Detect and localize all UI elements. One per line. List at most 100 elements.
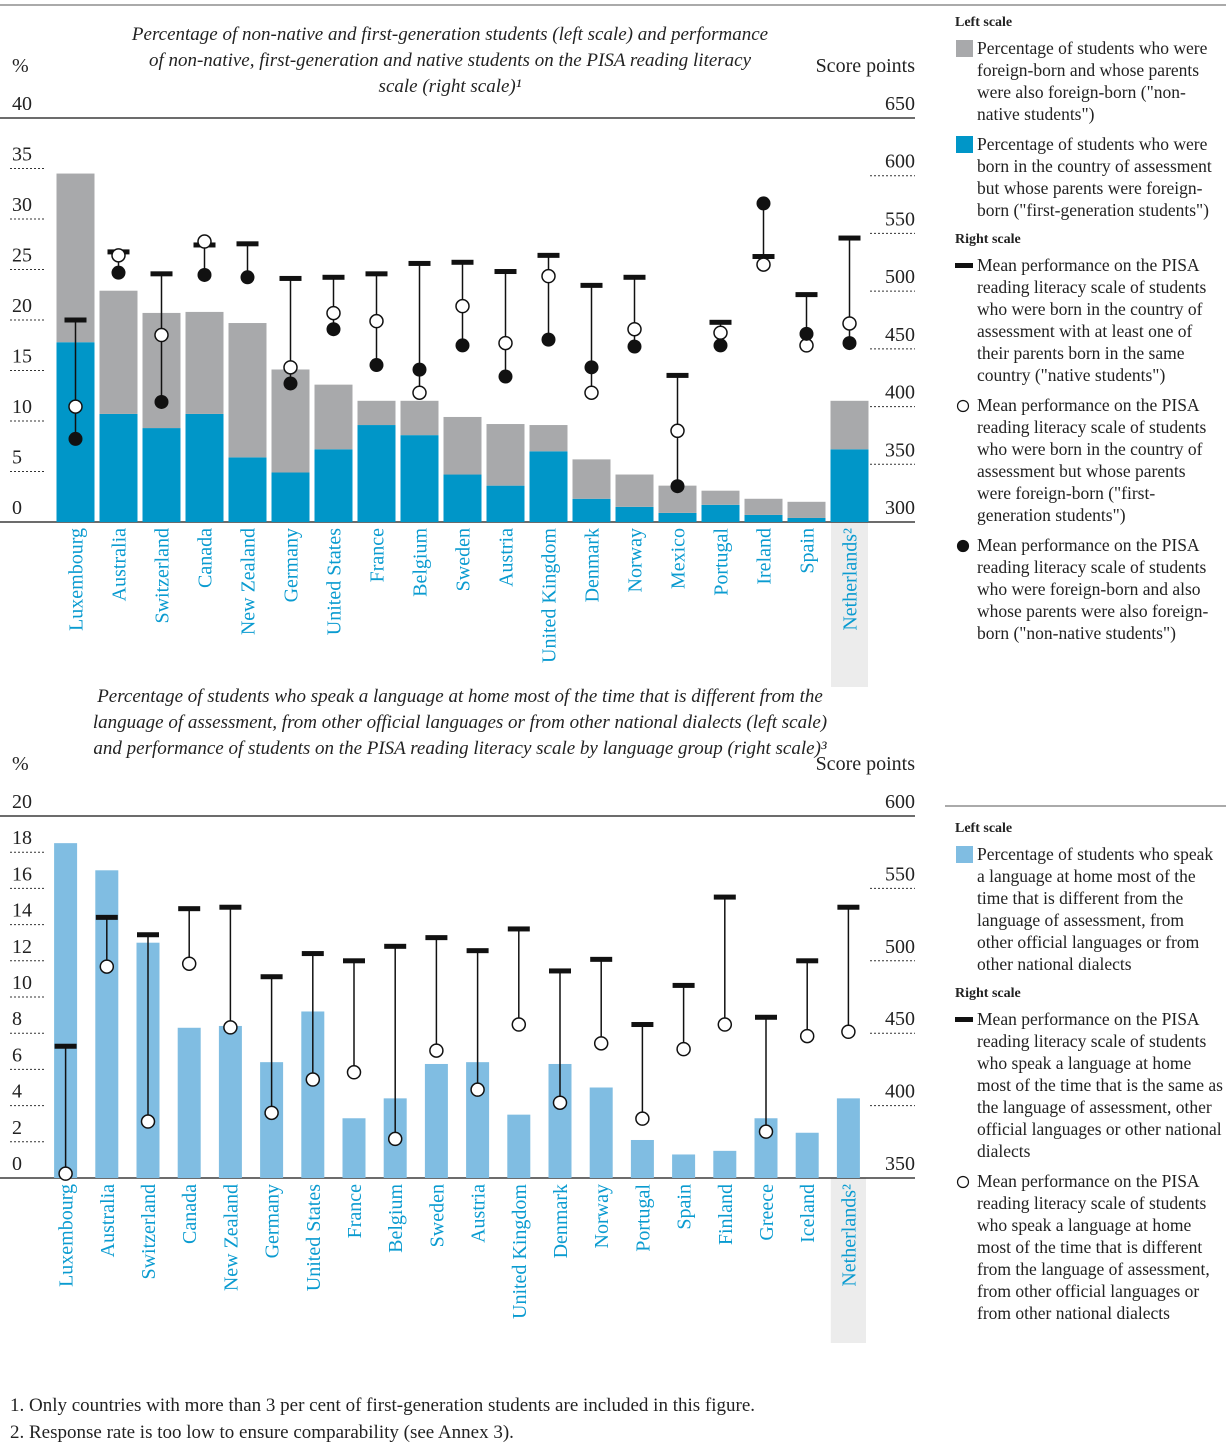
bar [228,457,267,522]
legend-text: Mean performance on the PISA reading lit… [977,255,1207,385]
bar [795,1132,819,1178]
bar [357,400,396,426]
bar [572,459,611,499]
y-tick-label: 5 [12,447,22,469]
legend-text: Mean performance on the PISA reading lit… [977,1171,1210,1323]
open-marker [68,399,83,414]
bar [830,400,869,450]
filled-marker [240,270,255,285]
legend-mark [955,263,973,268]
x-tick-label: Denmark [582,528,604,602]
bar [658,512,697,522]
dash-marker [709,319,732,325]
open-marker [369,313,384,329]
dash-marker [301,951,324,957]
legend-swatch [955,1170,977,1192]
y-tick-label: 16 [12,863,32,885]
x-tick-label: Germany [262,1184,284,1258]
legend-item: Percentage of students who speak a langu… [955,843,1223,975]
x-tick-label: Austria [496,528,518,587]
legend-mark [956,846,973,863]
open-marker [799,1028,815,1044]
legend-symbol [956,1175,970,1189]
filled-marker [541,332,556,347]
footnotes: 1. Only countries with more than 3 per c… [10,1392,755,1446]
bar [672,1154,696,1178]
bar [424,1063,448,1178]
open-marker [387,1131,403,1147]
open-marker [264,1105,279,1121]
x-tick-label: Luxembourg [66,528,88,631]
x-tick-label: United Kingdom [539,528,561,663]
chart: % Score points 0 5 10 15 20 25 30 35 40 300 350 400 45… [0,55,915,687]
x-tick-label: Denmark [550,1184,572,1258]
dash-marker [95,914,118,920]
bar [56,173,95,343]
x-tick-label: United Kingdom [509,1184,531,1319]
dash-marker [260,974,283,980]
y-axis-title: % [12,55,29,77]
legend-swatch [955,394,977,416]
bar [615,506,654,522]
x-tick-label: United States [303,1184,325,1291]
legend-swatch [955,133,977,155]
dash-marker [713,894,736,900]
bar [314,449,353,522]
x-tick-label: Greece [756,1184,778,1241]
x-tick-label: Belgium [410,528,432,597]
category-highlight [831,522,868,687]
legend-text: Mean performance on the PISA reading lit… [977,535,1209,643]
bar [701,490,740,505]
filled-marker [670,479,685,494]
bar [400,435,439,522]
legend-heading: Right scale [955,986,1021,1001]
dash-marker [451,259,474,265]
y-axis-title: % [12,753,29,775]
y2-tick-label: 300 [885,497,915,519]
x-tick-label: United States [324,528,346,635]
bar [744,498,783,515]
bar [314,384,353,450]
x-tick-label: Norway [591,1184,613,1248]
bar [589,1087,613,1178]
dash-marker [623,274,646,280]
x-tick-label: New Zealand [220,1184,242,1291]
open-marker [593,1036,609,1051]
open-marker [223,1020,238,1035]
dash-marker [178,906,201,912]
legend: Left scale Percentage of students who spe… [955,814,1223,1332]
legend-item: Percentage of students who were born in … [955,133,1223,221]
filled-marker [111,265,126,280]
filled-marker [799,326,814,341]
open-marker [713,325,728,340]
legend-item: Percentage of students who were foreign-… [955,37,1223,125]
y2-axis-title: Score points [816,753,916,775]
dash-marker [137,932,159,938]
y2-tick-label: 500 [885,266,915,288]
x-tick-label: Mexico [668,528,690,589]
bar [54,843,78,1178]
open-marker [470,1082,485,1097]
bar [99,413,138,522]
legend-item: Mean performance on the PISA reading lit… [955,1170,1223,1324]
y-tick-label: 12 [12,936,32,958]
y2-axis-title: Score points [816,55,916,77]
bar [529,425,568,452]
open-marker [429,1043,444,1058]
legend-item: Mean performance on the PISA reading lit… [955,534,1223,644]
legend-swatch [955,1008,977,1030]
legend-symbol [956,399,970,413]
x-tick-label: Switzerland [138,1184,160,1280]
open-marker [326,305,341,321]
x-tick-label: Iceland [797,1184,819,1243]
x-tick-label: Switzerland [152,528,174,624]
chart-title: Percentage of students who speak a langu… [92,686,828,759]
open-marker [584,385,599,400]
open-marker [154,327,169,343]
open-marker [305,1072,321,1087]
x-tick-label: Canada [195,528,217,588]
x-tick-label: Netherlands² [838,1184,860,1287]
bar [787,517,826,522]
x-tick-label: Netherlands² [840,528,862,631]
